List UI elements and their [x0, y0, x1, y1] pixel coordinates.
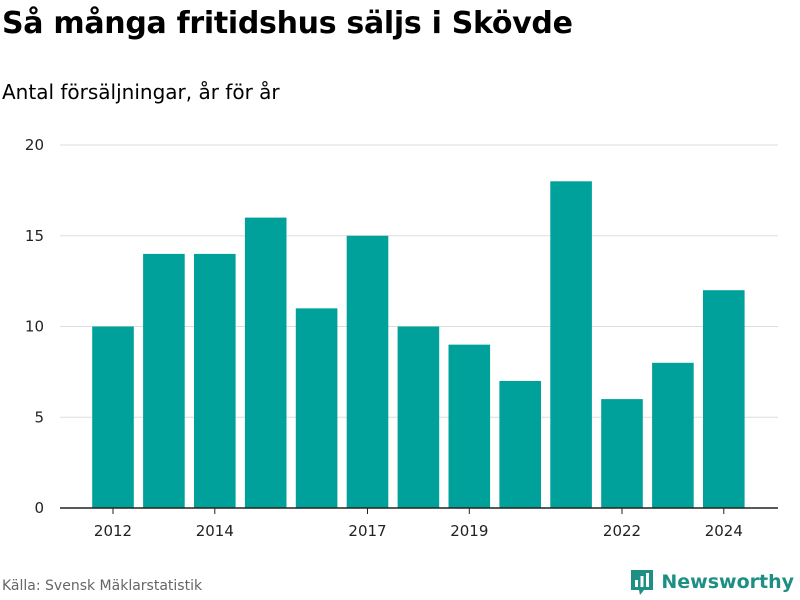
- source-note: Källa: Svensk Mäklarstatistik: [2, 578, 203, 594]
- bar-2017: [346, 235, 389, 508]
- bar-2018: [397, 326, 440, 508]
- x-tick-label: 2014: [196, 522, 234, 540]
- bar-2021: [550, 181, 592, 509]
- bar-2023: [652, 362, 694, 508]
- bar-2020: [499, 380, 541, 508]
- bar-2016: [295, 308, 338, 508]
- x-tick-label: 2024: [705, 522, 743, 540]
- x-tick-label: 2017: [348, 522, 386, 540]
- y-tick-label: 10: [25, 318, 44, 336]
- y-tick-label: 5: [34, 408, 44, 426]
- bar-2014: [194, 253, 236, 508]
- y-tick-label: 0: [34, 499, 44, 517]
- brand-name: Newsworthy: [661, 571, 794, 593]
- chart-subtitle: Antal försäljningar, år för år: [2, 80, 280, 104]
- x-tick-label: 2019: [450, 522, 488, 540]
- bar-2022: [601, 399, 643, 508]
- bar-chart-logo-icon: [631, 570, 654, 595]
- bar-2012: [92, 326, 134, 508]
- bar-2019: [448, 344, 491, 508]
- bars: [92, 181, 745, 509]
- chart-title: Så många fritidshus säljs i Skövde: [2, 6, 573, 41]
- y-tick-label: 20: [25, 136, 44, 154]
- x-tick-label: 2022: [603, 522, 641, 540]
- bar-2015: [244, 217, 287, 508]
- y-tick-label: 15: [25, 227, 44, 245]
- axes: 0 5 10 15 20 2012 2014 2017 2019 2022 2024: [25, 136, 778, 540]
- x-tick-label: 2012: [94, 522, 132, 540]
- brand-logo: Newsworthy: [629, 568, 794, 596]
- bar-2024: [703, 290, 745, 508]
- bar-2013: [143, 253, 185, 508]
